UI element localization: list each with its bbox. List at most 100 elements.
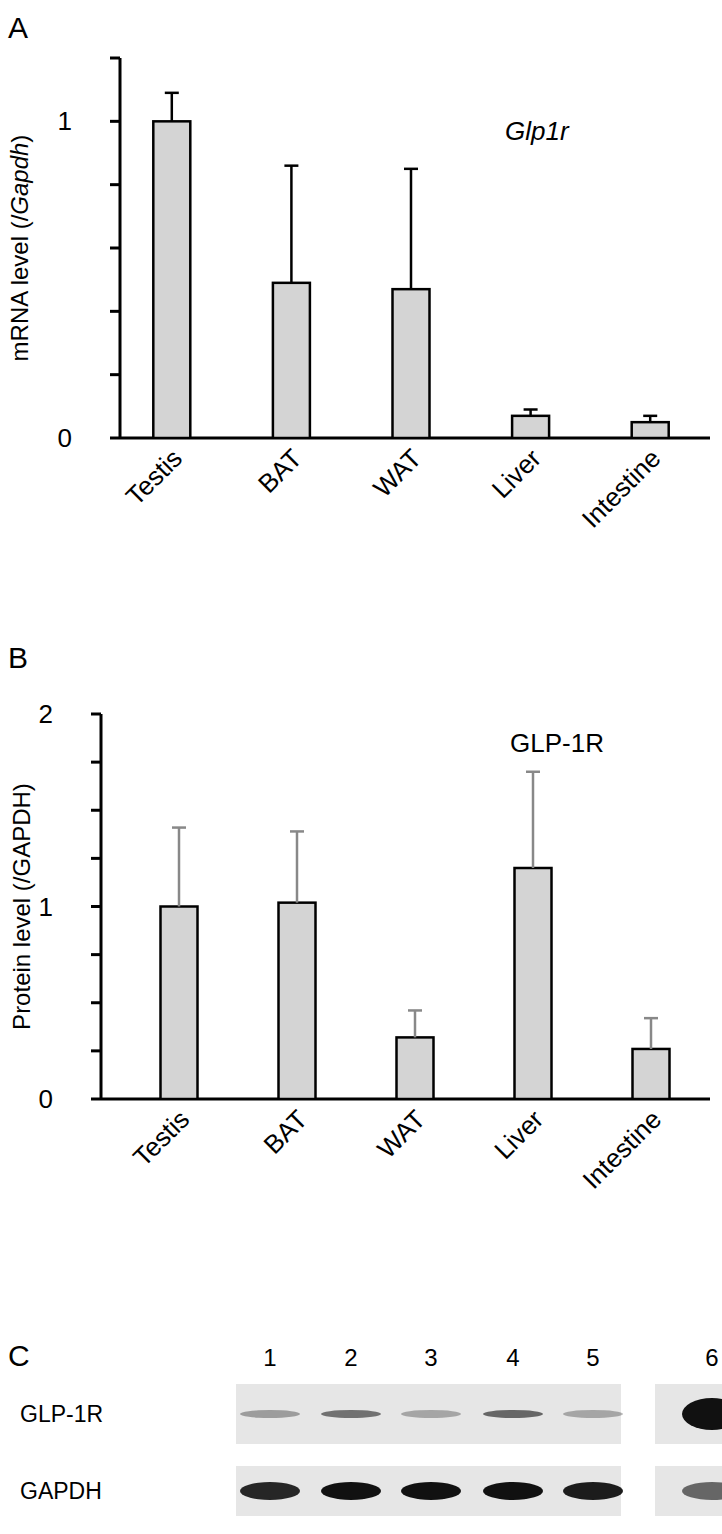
y-tick-label: 1 xyxy=(39,892,53,922)
y-tick xyxy=(110,437,120,440)
error-line xyxy=(410,169,413,289)
x-tick-label: WAT xyxy=(371,1104,431,1164)
panel-1: B GLP-1R Protein level (/GAPDH) 0 1 2 Testis BA… xyxy=(8,641,710,1195)
error-bar xyxy=(290,831,304,902)
bar xyxy=(153,121,190,438)
y-minor-tick xyxy=(91,809,101,812)
bars xyxy=(153,93,668,438)
lane-label: 1 xyxy=(263,1344,276,1371)
band xyxy=(401,1482,461,1500)
x-tick-label: Liver xyxy=(488,1104,549,1165)
row-label: GAPDH xyxy=(20,1478,102,1504)
error-bar xyxy=(524,410,538,416)
lane-label: 2 xyxy=(344,1344,357,1371)
error-line xyxy=(178,828,181,907)
lane-label: 6 xyxy=(705,1344,718,1371)
y-tick-label: 2 xyxy=(39,699,53,729)
band xyxy=(563,1410,623,1418)
error-cap xyxy=(408,1009,422,1012)
error-line xyxy=(414,1010,417,1037)
y-minor-tick xyxy=(110,183,120,186)
y-tick xyxy=(91,905,101,908)
x-tick-label: Testis xyxy=(127,1104,195,1172)
y-axis-label: mRNA level (/Gapdh) xyxy=(6,135,33,362)
bar xyxy=(632,422,669,438)
y-tick xyxy=(91,1098,101,1101)
bar xyxy=(161,907,198,1100)
band xyxy=(401,1410,461,1418)
y-minor-tick xyxy=(110,57,120,60)
x-tick-label: Testis xyxy=(120,443,188,511)
error-bar xyxy=(408,1010,422,1037)
y-minor-tick xyxy=(91,857,101,860)
error-cap xyxy=(284,164,298,167)
x-tick-label: Intestine xyxy=(577,1104,668,1195)
error-cap xyxy=(643,415,657,418)
band xyxy=(483,1410,543,1418)
y-tick xyxy=(91,713,101,716)
band xyxy=(563,1482,623,1500)
error-bar xyxy=(643,416,657,422)
error-bar xyxy=(172,828,186,907)
x-tick-label: WAT xyxy=(367,443,427,503)
error-cap xyxy=(172,826,186,829)
bar xyxy=(273,283,310,438)
lane-label: 5 xyxy=(586,1344,599,1371)
error-bar xyxy=(165,93,179,122)
y-tick-label: 0 xyxy=(39,1084,53,1114)
bar xyxy=(512,416,549,438)
y-minor-tick xyxy=(91,761,101,764)
panel-0: AGlp1rmRNA level (/Gapdh)01TestisBATWATL… xyxy=(6,11,710,534)
error-cap xyxy=(526,771,540,774)
lane-label: 4 xyxy=(506,1344,519,1371)
y-minor-tick xyxy=(110,373,120,376)
row-label: GLP-1R xyxy=(20,1401,103,1427)
x-tick-label: Liver xyxy=(486,443,547,504)
panel-label: B xyxy=(8,641,28,674)
bar xyxy=(397,1037,434,1099)
error-bar xyxy=(284,166,298,283)
band xyxy=(483,1482,543,1500)
panel-label: C xyxy=(8,1339,30,1372)
title: GLP-1R xyxy=(510,728,604,758)
error-cap xyxy=(644,1017,658,1020)
error-bar xyxy=(526,772,540,868)
error-line xyxy=(650,1018,653,1049)
bar xyxy=(515,868,552,1099)
figure: AGlp1rmRNA level (/Gapdh)01TestisBATWATL… xyxy=(0,0,722,1534)
error-line xyxy=(290,166,293,283)
y-tick-label: 1 xyxy=(58,106,72,136)
error-line xyxy=(171,93,174,122)
band xyxy=(321,1410,381,1418)
x-tick-label: BAT xyxy=(252,443,308,499)
error-line xyxy=(296,831,299,902)
error-bar xyxy=(404,169,418,289)
y-minor-tick xyxy=(91,953,101,956)
error-cap xyxy=(404,168,418,171)
error-cap xyxy=(524,408,538,411)
bars xyxy=(161,772,670,1099)
y-tick-label: 0 xyxy=(58,423,72,453)
band xyxy=(682,1482,722,1500)
y-tick xyxy=(110,120,120,123)
y-minor-tick xyxy=(91,1049,101,1052)
x-tick-label: BAT xyxy=(258,1104,314,1160)
y-minor-tick xyxy=(110,310,120,313)
y-minor-tick xyxy=(91,1001,101,1004)
error-line xyxy=(532,772,535,868)
x-tick-label: Intestine xyxy=(576,443,667,534)
error-bar xyxy=(644,1018,658,1049)
band xyxy=(321,1482,381,1500)
y-axis-label: Protein level (/GAPDH) xyxy=(8,783,35,1030)
bar xyxy=(633,1049,670,1099)
lane-label: 3 xyxy=(424,1344,437,1371)
y-minor-tick xyxy=(110,247,120,250)
panel-label: A xyxy=(8,11,28,44)
bar xyxy=(279,903,316,1099)
blot-panel: C 1 2 3 4 5 6 GLP-1R GAPDH xyxy=(8,1339,722,1516)
bar xyxy=(393,289,430,438)
band xyxy=(682,1398,722,1430)
band xyxy=(240,1482,300,1500)
error-cap xyxy=(165,92,179,95)
error-cap xyxy=(290,830,304,833)
